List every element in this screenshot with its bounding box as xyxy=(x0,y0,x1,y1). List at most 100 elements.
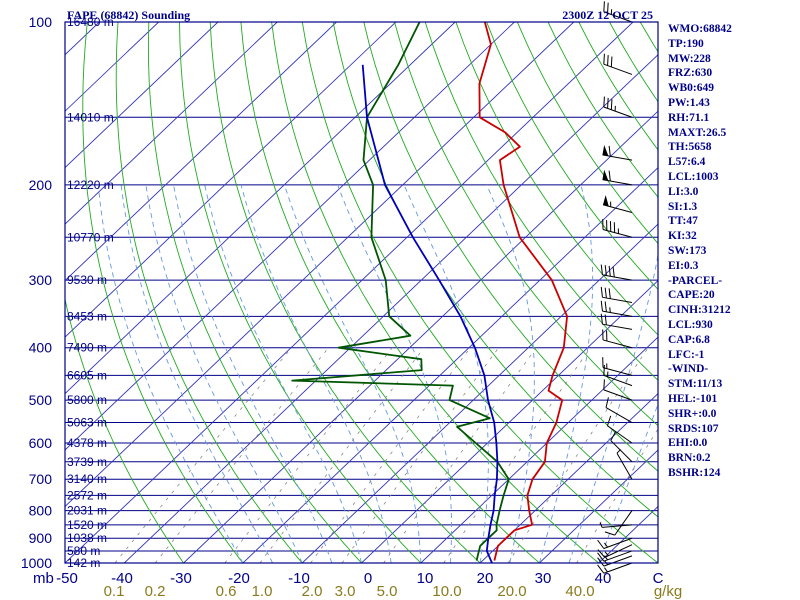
wind-barb xyxy=(610,431,633,463)
dry-adiabat xyxy=(209,22,481,563)
indices-panel: WMO:68842 TP:190 MW:228 FRZ:630 WB0:649 PW:1.… xyxy=(668,22,798,481)
temp-tick-label: 30 xyxy=(535,570,552,587)
wind-barb-feather xyxy=(608,145,611,157)
wind-barb xyxy=(602,219,633,238)
wind-barb-feather xyxy=(612,266,615,278)
wind-barb-half-feather xyxy=(604,542,608,548)
wind-barb-shaft xyxy=(602,323,633,330)
mixing-ratio-line xyxy=(383,347,537,563)
wind-barb-flag xyxy=(602,145,609,156)
wind-barb-feather xyxy=(608,265,611,277)
index-item: LI:3.0 xyxy=(668,185,699,198)
wind-barb xyxy=(600,264,633,281)
index-item: SRDS:107 xyxy=(668,422,719,435)
dry-adiabat xyxy=(394,22,658,427)
moist-adiabat xyxy=(97,184,244,563)
wind-barb-feather xyxy=(604,314,607,325)
index-item: MW:228 xyxy=(668,52,711,65)
height-label: 580 m xyxy=(67,544,100,558)
wind-barb-feather xyxy=(604,531,615,536)
dewpoint-profile xyxy=(291,22,510,561)
wind-barb xyxy=(603,53,633,75)
moist-adiabat xyxy=(403,184,489,563)
height-label: 7490 m xyxy=(67,341,107,355)
wind-barb xyxy=(597,537,633,549)
wind-barb-shaft xyxy=(603,562,633,574)
dry-adiabat xyxy=(516,22,658,245)
wind-barb-shaft xyxy=(602,274,633,281)
wind-barb-shaft xyxy=(603,389,633,401)
wind-barb-shaft xyxy=(603,555,633,567)
mixing-ratio-label: 2.0 xyxy=(302,583,323,600)
wind-barb-feather xyxy=(597,552,605,562)
temp-tick-label: 0 xyxy=(364,570,372,587)
wind-barb xyxy=(604,510,633,536)
pressure-label-200: 200 xyxy=(29,177,53,193)
mixing-ratio-label: 0.1 xyxy=(104,583,125,600)
wind-barb-feather xyxy=(607,97,609,109)
wind-barb-flag xyxy=(603,195,609,207)
isotherm-line xyxy=(420,336,658,563)
moist-adiabat xyxy=(173,184,333,563)
pressure-label-300: 300 xyxy=(29,272,53,288)
mixing-ratio-line xyxy=(114,347,292,563)
index-item: KI:32 xyxy=(668,230,697,243)
height-label: 8453 m xyxy=(67,309,107,323)
wind-barb-feather xyxy=(605,397,609,408)
y-unit-label: mb xyxy=(33,570,54,587)
wind-barb xyxy=(600,300,633,317)
index-item: SI:1.3 xyxy=(668,200,698,213)
height-label: 1038 m xyxy=(67,531,107,545)
wind-barb-half-feather xyxy=(604,555,608,561)
moist-adiabat xyxy=(538,184,594,563)
mixing-ratio-line xyxy=(507,347,649,563)
temp-tick-label: -30 xyxy=(170,570,192,587)
wind-barb-shaft xyxy=(603,106,633,118)
mixing-ratio-label: 10.0 xyxy=(432,583,461,600)
isotherm-line xyxy=(65,22,397,338)
index-item: CINH:31212 xyxy=(668,304,731,317)
wind-barb xyxy=(603,379,633,401)
pressure-label-600: 600 xyxy=(29,435,53,451)
temp-tick-label: 20 xyxy=(477,570,494,587)
dry-adiabat xyxy=(271,22,599,563)
index-item: HEL:-101 xyxy=(668,392,718,405)
plot-frame xyxy=(64,21,659,564)
index-item: EHI:0.0 xyxy=(668,437,708,450)
wind-barb-feather xyxy=(608,288,611,299)
wind-barb xyxy=(600,313,633,330)
moist-adiabat xyxy=(204,184,362,563)
pressure-label-400: 400 xyxy=(29,340,53,356)
wind-barb-feather xyxy=(604,301,607,312)
temp-tick-label: 10 xyxy=(417,570,434,587)
index-item: TH:5658 xyxy=(668,141,712,154)
index-item: L57:6.4 xyxy=(668,156,706,169)
index-item: EI:0.3 xyxy=(668,259,699,272)
wind-barb xyxy=(602,329,633,349)
height-label: 3739 m xyxy=(67,455,107,469)
background-lines xyxy=(65,22,658,563)
height-label: 1520 m xyxy=(67,518,107,532)
wind-barb-feather xyxy=(606,415,612,426)
wind-barb-feather xyxy=(603,379,605,390)
mixing-ratio-label: 1.0 xyxy=(252,583,273,600)
mixing-ratio-label: 20.0 xyxy=(497,583,526,600)
wind-barb-shaft xyxy=(603,63,633,75)
pressure-label-800: 800 xyxy=(29,503,53,519)
dry-adiabat xyxy=(455,22,658,336)
wind-barb-feather xyxy=(607,55,609,66)
wind-barb-feather xyxy=(597,564,605,574)
temp-tick-label: -40 xyxy=(111,570,133,587)
dry-adiabat xyxy=(486,22,658,290)
height-label: 6605 m xyxy=(67,368,107,382)
wind-barb-half-feather xyxy=(604,551,609,557)
wind-barb-feather xyxy=(603,96,605,108)
height-label: 14010 m xyxy=(67,110,114,124)
index-item: -PARCEL- xyxy=(668,274,723,287)
mixing-ratio-label: 40.0 xyxy=(565,583,594,600)
parcel-profile xyxy=(361,64,499,563)
wind-barb-shaft xyxy=(602,229,633,238)
temp-tick-label: 40 xyxy=(595,570,612,587)
wind-barb-feather xyxy=(603,1,605,12)
